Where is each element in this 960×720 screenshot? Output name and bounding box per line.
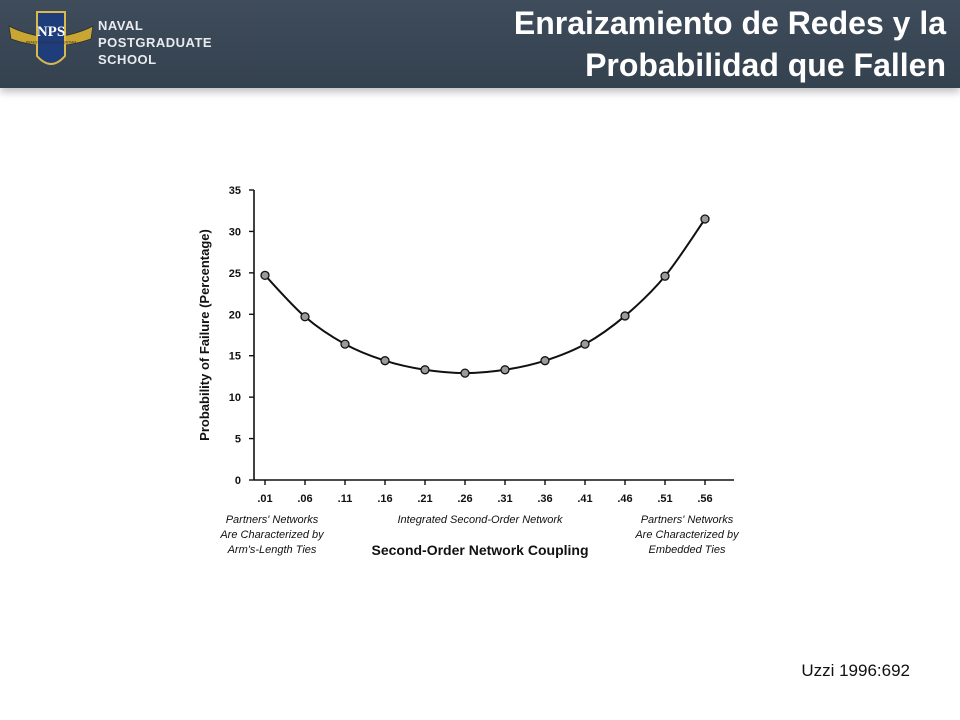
- x-tick-label: .46: [617, 493, 632, 505]
- y-axis: 0 5 10 15 20 25 30 35: [229, 185, 255, 487]
- nps-shield-logo-icon: NPS PRAESTANTIA PER SCIENTIAM: [8, 11, 94, 65]
- slide-header: NPS PRAESTANTIA PER SCIENTIAM NAVAL POST…: [0, 0, 960, 88]
- data-point: [300, 312, 310, 322]
- x-tick-label: .41: [577, 493, 592, 505]
- data-point: [340, 339, 350, 349]
- x-tick-label: .56: [697, 493, 712, 505]
- annotation-line: Are Characterized by: [219, 529, 325, 541]
- data-point: [460, 368, 470, 378]
- y-tick-label: 5: [235, 434, 241, 446]
- y-tick-label: 20: [229, 309, 241, 321]
- x-tick-label: .21: [417, 493, 432, 505]
- x-tick-label: .36: [537, 493, 552, 505]
- annotation-line: Are Characterized by: [634, 529, 740, 541]
- logo-motto: PRAESTANTIA PER SCIENTIAM: [26, 41, 77, 45]
- annotation-line: Arm's-Length Ties: [227, 544, 317, 556]
- x-axis: .01 .06 .11 .16 .21 .26 .31 .36 .41 .46 .51 .56: [254, 479, 734, 505]
- annotation-line: Partners' Networks: [641, 514, 734, 526]
- failure-probability-chart: 0 5 10 15 20 25 30 35 .01 .06 .11 .16 .21 .26 .31 .36.…: [197, 185, 740, 558]
- school-line-3: SCHOOL: [98, 52, 157, 67]
- x-axis-label: Second-Order Network Coupling: [371, 542, 588, 558]
- data-points: [260, 214, 710, 378]
- y-tick-label: 10: [229, 392, 241, 404]
- slide-title: Enraizamiento de Redes y la Probabilidad…: [514, 2, 946, 86]
- y-tick-label: 30: [229, 226, 241, 238]
- x-tick-label: .11: [338, 493, 353, 505]
- data-point: [540, 356, 550, 366]
- series-line: [264, 218, 706, 375]
- y-axis-label: Probability of Failure (Percentage): [197, 229, 212, 441]
- y-tick-label: 0: [235, 475, 241, 487]
- x-tick-label: .26: [457, 493, 472, 505]
- y-tick-label: 35: [229, 185, 241, 197]
- x-tick-label: .51: [657, 493, 672, 505]
- school-line-1: NAVAL: [98, 18, 144, 33]
- x-tick-label: .16: [377, 493, 392, 505]
- data-point: [580, 339, 590, 349]
- slide-title-line-1: Enraizamiento de Redes y la: [513, 5, 946, 41]
- x-tick-label: .31: [497, 493, 512, 505]
- citation: Uzzi 1996:692: [801, 661, 910, 680]
- x-tick-label: .06: [297, 493, 312, 505]
- annotation-arms-length: Partners' Networks Are Characterized by Ar…: [219, 514, 325, 556]
- school-line-2: POSTGRADUATE: [98, 35, 213, 50]
- x-tick-label: .01: [257, 493, 272, 505]
- data-point: [260, 270, 270, 280]
- logo-text: NPS: [37, 24, 65, 40]
- school-name: NAVAL POSTGRADUATE SCHOOL: [98, 17, 212, 68]
- y-tick-label: 25: [229, 268, 241, 280]
- annotation-embedded: Partners' Networks Are Characterized by Em…: [634, 514, 740, 556]
- annotation-integrated: Integrated Second-Order Network: [397, 514, 563, 526]
- data-point: [620, 311, 630, 321]
- y-tick-label: 15: [229, 351, 241, 363]
- annotation-line: Embedded Ties: [649, 544, 726, 556]
- slide-title-line-2: Probabilidad que Fallen: [585, 47, 946, 83]
- data-point: [420, 365, 430, 375]
- annotation-line: Partners' Networks: [226, 514, 319, 526]
- data-point: [700, 214, 710, 224]
- data-point: [380, 356, 390, 366]
- data-point: [660, 271, 670, 281]
- data-point: [500, 365, 510, 375]
